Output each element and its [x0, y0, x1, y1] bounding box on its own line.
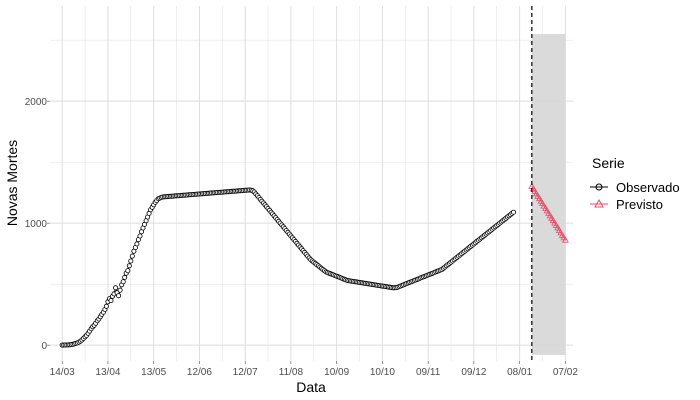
x-tick-label: 07/02	[553, 367, 578, 378]
observed-point	[108, 298, 114, 304]
forecast-point	[561, 236, 569, 243]
observed-point	[120, 279, 126, 285]
observed-point	[113, 285, 119, 291]
observed-point	[122, 274, 128, 280]
observed-point	[117, 287, 123, 293]
legend-key-forecast	[590, 198, 608, 208]
legend: Serie Observado Previsto	[590, 155, 680, 212]
y-tick-label: 2000	[25, 97, 48, 108]
x-tick-label: 10/09	[324, 367, 349, 378]
y-tick-label: 0	[41, 341, 47, 352]
observed-point	[126, 263, 132, 269]
observed-point	[125, 268, 131, 274]
observed-series	[59, 187, 516, 348]
x-axis-ticks: 14/03 13/04 13/05 12/06 12/07 11/08 10/09 10/10…	[50, 361, 578, 378]
observed-point	[510, 209, 516, 215]
x-tick-label: 11/08	[279, 367, 304, 378]
legend-label-forecast: Previsto	[616, 197, 663, 212]
y-axis-title: Novas Mortes	[4, 140, 20, 226]
x-tick-label: 12/07	[233, 367, 258, 378]
x-tick-label: 13/04	[95, 367, 120, 378]
x-tick-label: 12/06	[187, 367, 212, 378]
x-tick-label: 09/11	[416, 367, 441, 378]
observed-point	[137, 233, 143, 239]
y-axis-ticks: 0 1000 2000	[25, 97, 50, 352]
observed-point	[103, 303, 109, 309]
observed-point	[128, 258, 134, 264]
observed-point	[129, 253, 135, 259]
forecast-series	[528, 182, 569, 243]
observed-point	[134, 241, 140, 247]
x-axis-title: Data	[296, 379, 326, 395]
observed-point	[116, 293, 122, 299]
x-tick-label: 13/05	[141, 367, 166, 378]
x-tick-label: 14/03	[50, 367, 75, 378]
legend-key-observed	[590, 183, 608, 191]
legend-title: Serie	[592, 155, 625, 171]
plot-panel	[50, 6, 573, 361]
legend-label-observed: Observado	[616, 180, 680, 195]
y-tick-label: 1000	[25, 219, 48, 230]
x-tick-label: 09/12	[461, 367, 486, 378]
x-tick-label: 10/10	[370, 367, 395, 378]
x-tick-label: 08/01	[507, 367, 532, 378]
